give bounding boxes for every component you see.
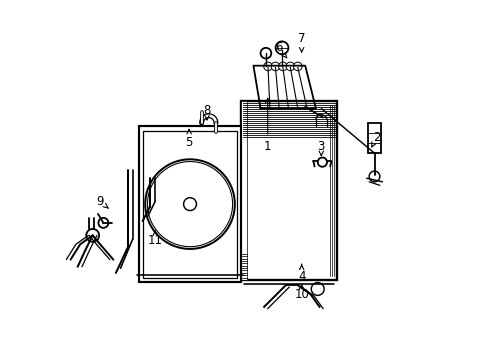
Circle shape — [278, 62, 286, 71]
Circle shape — [98, 218, 108, 228]
Text: 9: 9 — [96, 195, 108, 208]
Circle shape — [183, 198, 196, 211]
Circle shape — [271, 62, 279, 71]
Text: 4: 4 — [297, 264, 305, 283]
Text: 1: 1 — [264, 98, 271, 153]
Circle shape — [368, 171, 379, 182]
Bar — [139, 126, 241, 282]
Bar — [367, 123, 381, 153]
Circle shape — [275, 41, 288, 54]
Circle shape — [311, 283, 324, 296]
Text: 10: 10 — [294, 285, 308, 301]
Circle shape — [260, 48, 271, 59]
Circle shape — [293, 62, 302, 71]
Bar — [143, 131, 236, 278]
Text: 11: 11 — [147, 231, 163, 247]
Circle shape — [317, 157, 326, 167]
Text: 3: 3 — [317, 140, 325, 156]
Circle shape — [86, 229, 99, 242]
Bar — [241, 102, 247, 280]
Text: 5: 5 — [185, 130, 192, 149]
Text: 6: 6 — [274, 41, 286, 58]
Text: 8: 8 — [203, 104, 210, 120]
Bar — [241, 102, 337, 280]
Circle shape — [263, 62, 272, 71]
Circle shape — [285, 62, 294, 71]
Text: 7: 7 — [297, 32, 305, 52]
Text: 2: 2 — [371, 131, 380, 147]
